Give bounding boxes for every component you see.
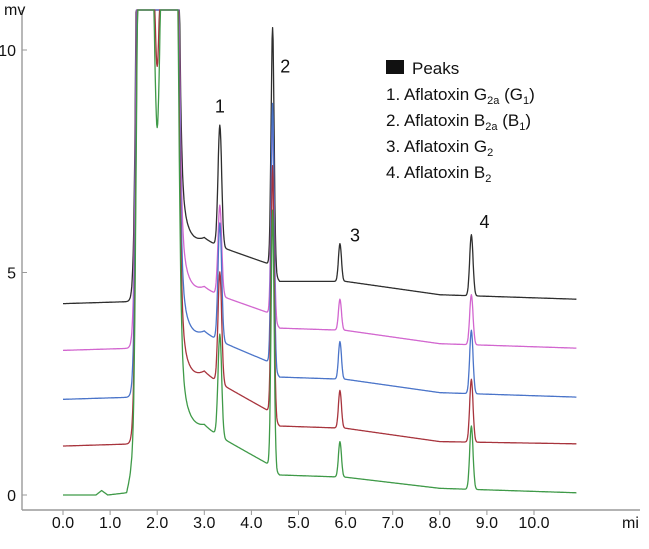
chromatogram-trace bbox=[62, 9, 577, 400]
x-tick-label: 2.0 bbox=[146, 515, 168, 532]
chromatogram-trace bbox=[62, 9, 577, 496]
x-tick-label: 0.0 bbox=[52, 515, 74, 532]
x-tick-label: 7.0 bbox=[382, 515, 404, 532]
chromatogram-trace bbox=[62, 9, 577, 305]
y-tick-label: 0 bbox=[7, 488, 16, 505]
x-tick-label: 1.0 bbox=[99, 515, 121, 532]
chromatogram-trace bbox=[62, 9, 577, 447]
legend-item: 3. Aflatoxin G2 bbox=[386, 137, 493, 159]
x-tick-label: 8.0 bbox=[429, 515, 451, 532]
peak-number-label: 4 bbox=[480, 212, 490, 232]
peak-number-label: 3 bbox=[350, 225, 360, 245]
x-tick-label: 10.0 bbox=[518, 515, 549, 532]
peak-labels: 1 2 3 4 bbox=[215, 56, 490, 245]
x-tick-label: 9.0 bbox=[476, 515, 498, 532]
y-tick-label: 10 bbox=[0, 43, 16, 60]
peak-number-label: 2 bbox=[280, 56, 290, 76]
legend-item: 1. Aflatoxin G2a (G1) bbox=[386, 85, 535, 107]
legend-item: 4. Aflatoxin B2 bbox=[386, 163, 491, 185]
legend-marker bbox=[386, 60, 404, 74]
y-unit-label: mv bbox=[4, 2, 25, 19]
x-tick-label: 6.0 bbox=[334, 515, 356, 532]
legend: Peaks 1. Aflatoxin G2a (G1) 2. Aflatoxin B… bbox=[386, 59, 535, 185]
legend-title: Peaks bbox=[412, 59, 459, 78]
y-tick-label: 5 bbox=[7, 266, 16, 283]
x-tick-label: 4.0 bbox=[240, 515, 262, 532]
legend-item: 2. Aflatoxin B2a (B1) bbox=[386, 111, 531, 133]
x-tick-label: 5.0 bbox=[287, 515, 309, 532]
x-unit-label: mi bbox=[622, 515, 639, 532]
x-tick-label: 3.0 bbox=[193, 515, 215, 532]
chromatogram-trace bbox=[62, 9, 577, 352]
traces bbox=[62, 9, 577, 496]
peak-number-label: 1 bbox=[215, 96, 225, 116]
axes: mv mi 0.0 1.0 2.0 3.0 4.0 5.0 6.0 7.0 8.0 9.0 10.0 0 5… bbox=[0, 2, 640, 532]
